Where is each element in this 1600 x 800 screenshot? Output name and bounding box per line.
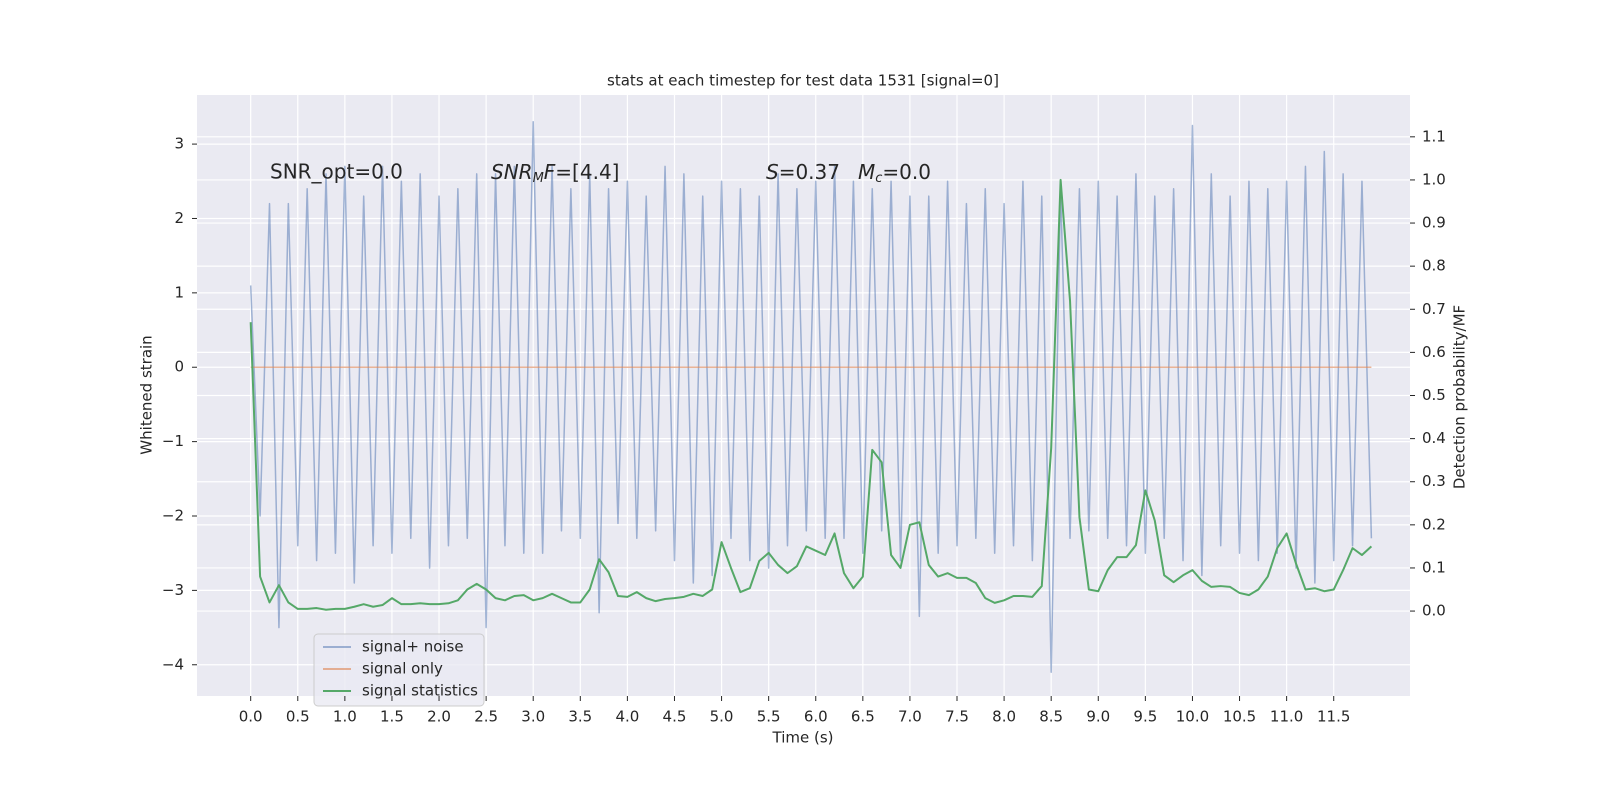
x-tick-label: 6.5 [851, 708, 875, 726]
y2-tick-label: 0.3 [1422, 472, 1446, 490]
y2-tick-label: 1.1 [1422, 127, 1446, 145]
y2-tick-label: 1.0 [1422, 170, 1446, 188]
y2-tick-label: 0.7 [1422, 300, 1446, 318]
y2-tick-label: 0.1 [1422, 558, 1446, 576]
annotation-part: =[4.4] [555, 160, 619, 184]
x-tick-label: 8.5 [1039, 708, 1063, 726]
annotation: SNR_opt=0.0 [270, 160, 403, 184]
y-tick-label: −4 [162, 655, 184, 673]
x-tick-label: 9.5 [1133, 708, 1157, 726]
y2-tick-label: 0.2 [1422, 515, 1446, 533]
x-tick-label: 4.0 [615, 708, 639, 726]
x-tick-label: 2.5 [474, 708, 498, 726]
annotation-part: =0.37 [779, 160, 840, 184]
y2-tick-label: 0.5 [1422, 386, 1446, 404]
annotation-part: F [544, 160, 556, 184]
annotation: S=0.37 [766, 160, 840, 184]
annotation-part: =0.0 [882, 160, 931, 184]
annotation-part: M [533, 171, 544, 186]
x-tick-label: 1.5 [380, 708, 404, 726]
x-tick-label: 9.0 [1086, 708, 1110, 726]
annotation-part: c [875, 171, 882, 186]
y-tick-label: −2 [162, 506, 184, 524]
series-line [249, 178, 1373, 611]
y-tick-label: −1 [162, 432, 184, 450]
x-tick-label: 3.0 [521, 708, 545, 726]
legend-label: signal statistics [362, 682, 478, 700]
series-line [249, 121, 1373, 673]
x-tick-label: 1.0 [333, 708, 357, 726]
x-tick-label: 5.5 [757, 708, 781, 726]
y2-axis-label: Detection probability/MF [1451, 305, 1469, 489]
x-tick-label: 0.5 [286, 708, 310, 726]
annotation-part: SNR [491, 160, 533, 184]
x-tick-label: 0.0 [239, 708, 263, 726]
legend-label: signal only [362, 660, 443, 678]
y-tick-label: 1 [174, 283, 184, 301]
y2-tick-label: 0.8 [1422, 257, 1446, 275]
y-tick-label: 2 [174, 209, 184, 227]
x-tick-label: 6.0 [804, 708, 828, 726]
y-tick-label: 3 [174, 135, 184, 153]
x-tick-label: 8.0 [992, 708, 1016, 726]
y2-tick-label: 0.6 [1422, 343, 1446, 361]
x-tick-label: 7.0 [898, 708, 922, 726]
x-tick-label: 4.5 [663, 708, 687, 726]
x-tick-label: 7.5 [945, 708, 969, 726]
x-tick-label: 5.0 [710, 708, 734, 726]
y-axis-label: Whitened strain [138, 335, 156, 454]
y-tick-label: 0 [174, 358, 184, 376]
x-tick-label: 3.5 [568, 708, 592, 726]
y2-tick-label: 0.9 [1422, 214, 1446, 232]
legend-box [313, 633, 485, 707]
annotation-part: M [858, 160, 875, 184]
x-tick-label: 11.0 [1270, 708, 1303, 726]
x-tick-label: 11.5 [1317, 708, 1350, 726]
x-axis-label: Time (s) [772, 729, 834, 747]
legend-label: signal+ noise [362, 638, 464, 656]
annotation-part: S [766, 160, 779, 184]
y2-tick-label: 0.0 [1422, 602, 1446, 620]
y-tick-label: −3 [162, 581, 184, 599]
y2-tick-label: 0.4 [1422, 429, 1446, 447]
x-tick-label: 10.0 [1176, 708, 1209, 726]
annotation: Mc=0.0 [858, 160, 931, 186]
annotation: SNRMF=[4.4] [491, 160, 619, 186]
chart-title: stats at each timestep for test data 153… [607, 72, 999, 90]
x-tick-label: 2.0 [427, 708, 451, 726]
x-tick-label: 10.5 [1223, 708, 1256, 726]
